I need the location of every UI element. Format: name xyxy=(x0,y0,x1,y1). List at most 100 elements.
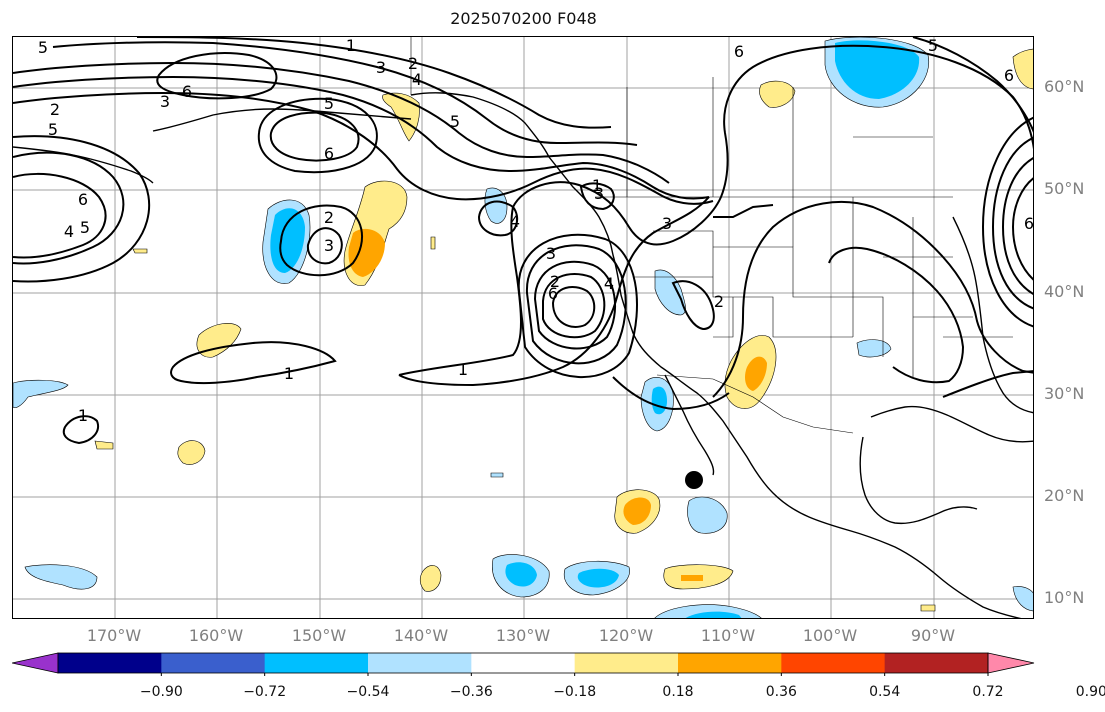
border-states-3 xyxy=(792,197,914,377)
patch-neg-nv xyxy=(654,269,686,316)
contour-label: 2 xyxy=(324,208,334,227)
patch-pos-gulf-core xyxy=(348,228,385,277)
colorbar-segment xyxy=(884,653,989,673)
contour-label: 3 xyxy=(376,58,386,77)
contour-lr xyxy=(942,370,1033,398)
contour-label: 6 xyxy=(78,190,88,209)
lon-label: 170°W xyxy=(86,626,142,645)
colorbar-segment xyxy=(264,653,369,673)
contour-label: 4 xyxy=(604,274,614,293)
patch-neg-alaska-core xyxy=(835,40,920,99)
patch-pos-s1-core xyxy=(623,497,651,525)
location-marker xyxy=(685,471,703,489)
colorbar-tick-marks xyxy=(160,673,989,676)
contour-label: 5 xyxy=(48,120,58,139)
map-frame: 5 1 3 2 4 5 3 2 5 6 6 5 6 4 5 2 3 4 3 3 … xyxy=(12,36,1034,619)
border-us-mexico xyxy=(656,374,854,434)
contour-left-3 xyxy=(13,135,151,283)
contour-label: 6 xyxy=(734,42,744,61)
colorbar-tick-label: 0.36 xyxy=(765,684,797,700)
contour-bc-4 xyxy=(477,200,519,237)
colorbar-outline xyxy=(57,652,989,674)
colorbar-segment xyxy=(574,653,679,673)
patch-pos-ak xyxy=(382,92,420,142)
contour-north-4 xyxy=(52,41,638,146)
contour-ul-2 xyxy=(257,97,378,174)
contour-northeast-6 xyxy=(912,37,1033,133)
contour-label: 5 xyxy=(450,112,460,131)
contour-north-5 xyxy=(136,37,612,129)
patch-pos-small1 xyxy=(94,440,114,450)
contour-label: 6 xyxy=(1024,214,1034,233)
colorbar xyxy=(12,652,1035,676)
lon-label: 120°W xyxy=(598,626,654,645)
colorbar-tick-label: 0.54 xyxy=(869,684,901,700)
colorbar-tick-label: 0.72 xyxy=(972,684,1004,700)
contour-ca-low-2 xyxy=(542,273,606,339)
border-canada-prov xyxy=(626,77,933,197)
contour-label: 2 xyxy=(50,100,60,119)
contour-ca-low-1 xyxy=(551,286,596,328)
colorbar-tick-label: −0.36 xyxy=(449,684,493,700)
patch-pos-ne-corner xyxy=(1012,48,1033,90)
coastlines xyxy=(13,92,1033,618)
patch-neg-s1 xyxy=(24,564,98,590)
contour-ne-1 xyxy=(713,204,774,218)
colorbar-segment xyxy=(781,653,886,673)
borders xyxy=(410,37,1013,434)
contour-label: 6 xyxy=(324,144,334,163)
contour-right-2 xyxy=(1001,157,1033,295)
contour-ul-1 xyxy=(269,111,360,162)
contour-trough-2 xyxy=(398,196,710,387)
colorbar-segment xyxy=(471,653,576,673)
contour-gulf-inner xyxy=(306,227,343,265)
contour-right-3 xyxy=(991,136,1033,310)
border-states-2 xyxy=(713,246,884,357)
contour-mid-3 xyxy=(828,246,965,384)
colorbar-segment xyxy=(678,653,782,673)
lon-label: 90°W xyxy=(910,626,956,645)
patch-neg-ne xyxy=(856,339,892,358)
colorbar-tick-label: 0.90 xyxy=(1075,684,1105,700)
lon-label: 130°W xyxy=(495,626,551,645)
contour-label: 2 xyxy=(408,54,418,73)
contour-label: 5 xyxy=(324,94,334,113)
lon-label: 110°W xyxy=(700,626,756,645)
contour-label: 4 xyxy=(412,70,422,89)
contour-trough-1 xyxy=(398,44,1033,376)
lon-label: 140°W xyxy=(393,626,449,645)
contour-ca-low-3 xyxy=(533,260,617,350)
patch-pos-yukon xyxy=(759,80,796,108)
page-title: 2025070200 F048 xyxy=(450,9,597,28)
contour-left-1 xyxy=(13,151,125,265)
coast-aleutians xyxy=(13,146,154,184)
patch-pos-s2-core xyxy=(681,575,703,581)
colorbar-extend-min xyxy=(12,652,59,674)
contour-mid-2 xyxy=(612,376,730,411)
contour-label: 1 xyxy=(592,176,602,195)
patch-neg-bottom-core xyxy=(686,611,742,618)
contour-north-1 xyxy=(13,91,714,205)
colorbar-segments xyxy=(12,652,1035,674)
colorbar-tick-label: −0.90 xyxy=(139,684,183,700)
contour-label: 2 xyxy=(714,292,724,311)
coast-baja xyxy=(664,374,715,476)
contour-label: 2 xyxy=(550,272,560,291)
colorbar-tick-label: 0.18 xyxy=(662,684,694,700)
contour-label: 5 xyxy=(928,37,938,55)
colorbar-segment xyxy=(161,653,266,673)
contour-north-2 xyxy=(13,75,710,200)
contour-bc-3 xyxy=(579,182,615,211)
patch-neg-pac-w xyxy=(13,379,69,408)
contour-pac-1 xyxy=(170,341,337,385)
patch-pos-small4 xyxy=(920,604,936,612)
lat-label: 40°N xyxy=(1044,282,1085,301)
contour-label: 1 xyxy=(78,406,88,425)
contour-label: 5 xyxy=(80,218,90,237)
contour-label: 3 xyxy=(662,214,672,233)
patch-pos-az-core xyxy=(745,356,767,391)
contour-label: 3 xyxy=(160,92,170,111)
coast-gulf-mexico xyxy=(870,405,1033,443)
contour-label: 3 xyxy=(324,236,334,255)
patch-neg-s3-core xyxy=(577,568,619,588)
